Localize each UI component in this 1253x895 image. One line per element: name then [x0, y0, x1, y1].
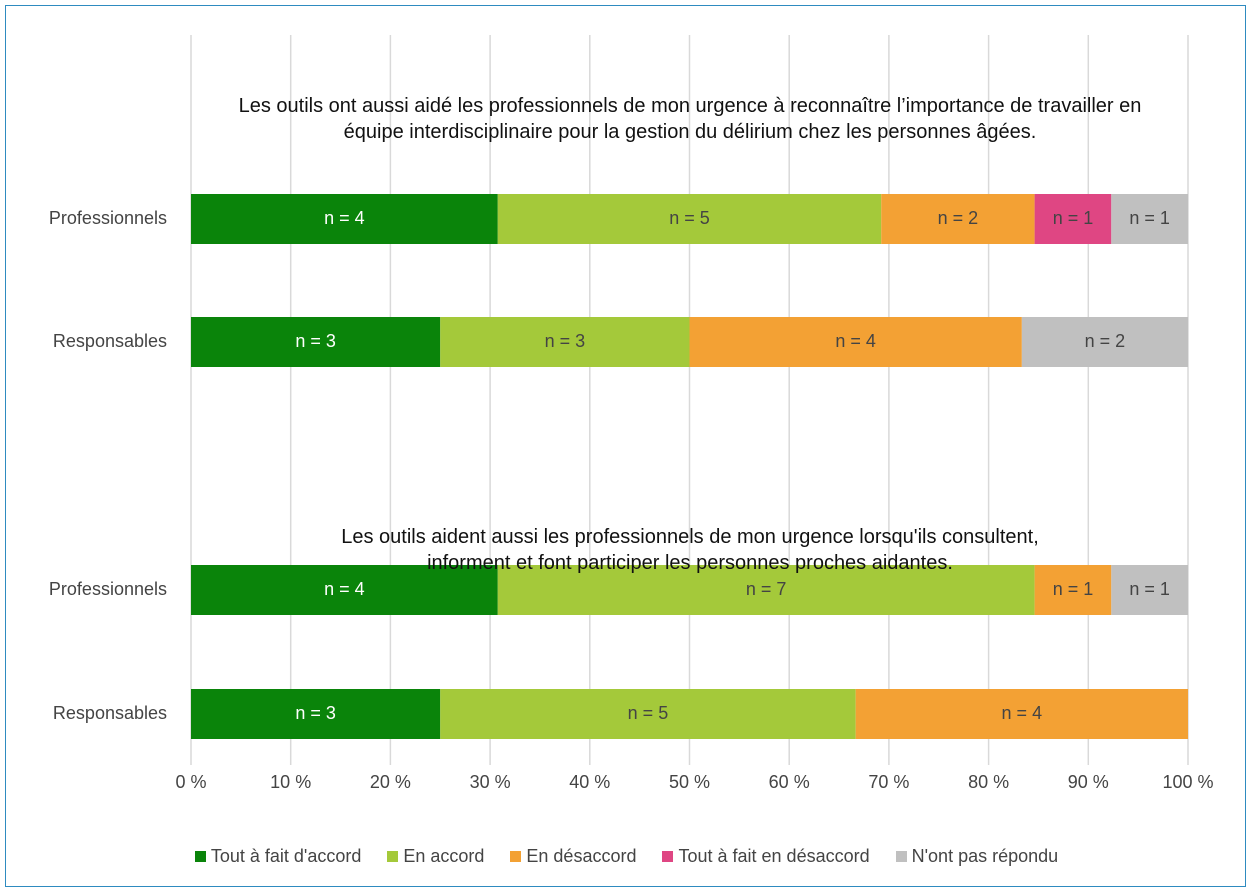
data-label: n = 1 [1129, 579, 1170, 599]
legend-swatch [194, 851, 206, 862]
data-label: n = 5 [628, 703, 669, 723]
data-label: n = 4 [835, 331, 876, 351]
legend-item: En accord [387, 846, 484, 867]
bar-segment [689, 317, 1022, 367]
x-tick-label: 80 % [968, 772, 1009, 792]
x-tick-label: 30 % [470, 772, 511, 792]
bar-segment [497, 565, 1035, 615]
y-tick-label: Responsables [53, 703, 167, 723]
data-label: n = 1 [1053, 579, 1094, 599]
legend-label: En désaccord [526, 846, 637, 866]
x-tick-label: 90 % [1068, 772, 1109, 792]
legend-label: Tout à fait en désaccord [678, 846, 870, 866]
y-tick-label: Responsables [53, 331, 167, 351]
legend-label: En accord [403, 846, 485, 866]
bar-segment [855, 689, 1188, 739]
data-label: n = 7 [746, 579, 787, 599]
bar-segment [1034, 565, 1112, 615]
legend-item: Tout à fait en désaccord [662, 846, 870, 867]
y-tick-label: Professionnels [49, 208, 167, 228]
x-tick-label: 40 % [569, 772, 610, 792]
data-label: n = 4 [324, 208, 365, 228]
x-tick-label: 60 % [769, 772, 810, 792]
bar-segment [1034, 194, 1112, 244]
data-label: n = 1 [1129, 208, 1170, 228]
legend-item: En désaccord [510, 846, 636, 867]
legend: Tout à fait d'accord En accord En désaccor… [0, 846, 1253, 867]
y-tick-label: Professionnels [49, 579, 167, 599]
data-label: n = 3 [295, 703, 336, 723]
group-title: Les outils aident aussi les professionne… [341, 526, 1039, 574]
x-tick-label: 20 % [370, 772, 411, 792]
x-tick-label: 0 % [175, 772, 206, 792]
x-tick-label: 10 % [270, 772, 311, 792]
data-label: n = 2 [938, 208, 979, 228]
data-label: n = 3 [545, 331, 586, 351]
legend-swatch [510, 851, 522, 862]
x-tick-label: 70 % [868, 772, 909, 792]
data-label: n = 1 [1053, 208, 1094, 228]
bar-segment [191, 317, 441, 367]
legend-label: N'ont pas répondu [911, 846, 1059, 866]
bar-segment [497, 194, 882, 244]
legend-item: Tout à fait d'accord [194, 846, 362, 867]
frame [5, 5, 1246, 887]
legend-label: Tout à fait d'accord [210, 846, 362, 866]
bar-segment [440, 317, 690, 367]
group-title: Les outils ont aussi aidé les profession… [238, 95, 1142, 143]
bar-segment [440, 689, 856, 739]
bar-segment [1021, 317, 1188, 367]
data-label: n = 3 [295, 331, 336, 351]
bar-segment [191, 565, 498, 615]
legend-swatch [387, 851, 399, 862]
x-tick-label: 100 % [1162, 772, 1213, 792]
x-tick-label: 50 % [669, 772, 710, 792]
bar-segment [191, 689, 441, 739]
legend-swatch [662, 851, 674, 862]
bar-segment [1111, 565, 1188, 615]
data-label: n = 5 [669, 208, 710, 228]
legend-swatch [895, 851, 907, 862]
legend-item: N'ont pas répondu [895, 846, 1059, 867]
data-label: n = 2 [1085, 331, 1126, 351]
bar-segment [191, 194, 498, 244]
data-label: n = 4 [324, 579, 365, 599]
bar-segment [881, 194, 1035, 244]
data-label: n = 4 [1002, 703, 1043, 723]
bar-segment [1111, 194, 1188, 244]
